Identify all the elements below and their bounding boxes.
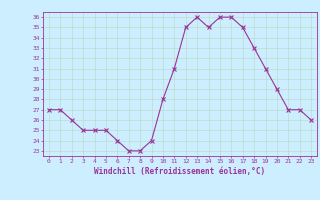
X-axis label: Windchill (Refroidissement éolien,°C): Windchill (Refroidissement éolien,°C) [94,167,266,176]
